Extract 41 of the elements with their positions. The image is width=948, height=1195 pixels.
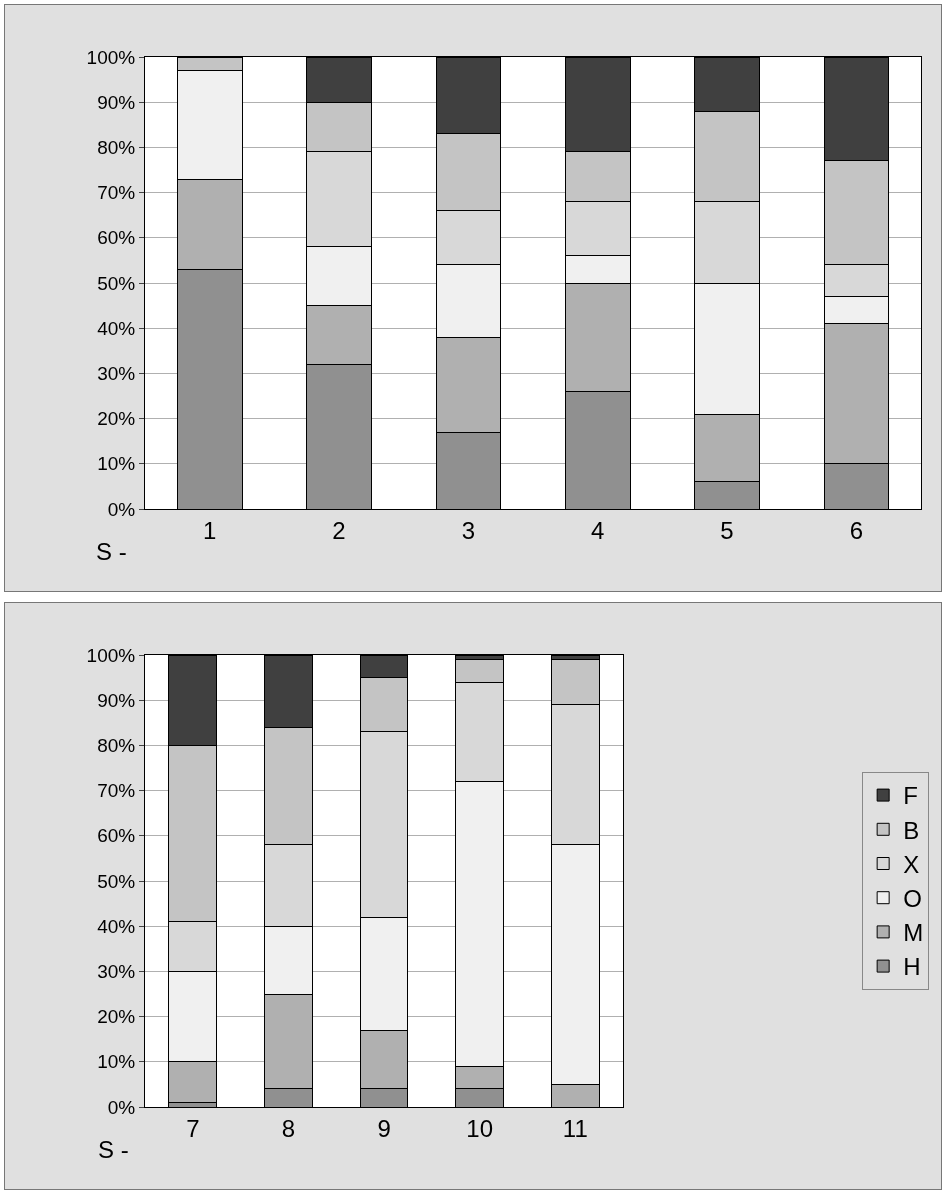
- x-tick-label: 8: [281, 1114, 296, 1142]
- x-tick-label: 10: [466, 1114, 494, 1142]
- x-tick-label: 5: [720, 516, 734, 544]
- y-tick-label: 40%: [97, 317, 136, 339]
- x-axis-title: S -: [98, 1136, 129, 1163]
- y-tick-label: 20%: [97, 1006, 136, 1028]
- x-tick-label: 2: [332, 516, 346, 544]
- legend-label: B: [903, 816, 920, 844]
- y-tick-label: 100%: [86, 644, 136, 666]
- y-tick-label: 60%: [97, 825, 136, 847]
- x-tick-label: 9: [377, 1114, 391, 1142]
- y-tick-label: 30%: [97, 363, 136, 385]
- x-tick-label: 7: [186, 1114, 200, 1142]
- y-tick-label: 10%: [97, 1051, 136, 1073]
- y-tick-label: 100%: [86, 46, 136, 68]
- y-tick-label: 80%: [97, 735, 136, 757]
- x-tick-label: 1: [202, 516, 217, 544]
- y-tick-label: 0%: [107, 1096, 136, 1118]
- legend-label: H: [903, 953, 921, 981]
- y-tick-label: 70%: [97, 780, 136, 802]
- x-tick-label: 3: [461, 516, 476, 544]
- y-tick-label: 60%: [97, 227, 136, 249]
- y-tick-label: 0%: [107, 498, 136, 520]
- y-tick-label: 80%: [97, 137, 136, 159]
- x-tick-label: 6: [849, 516, 864, 544]
- y-tick-label: 10%: [97, 453, 136, 475]
- y-tick-label: 50%: [97, 272, 136, 294]
- y-tick-label: 90%: [97, 91, 136, 113]
- x-tick-label: 11: [562, 1114, 588, 1142]
- legend-label: F: [903, 782, 918, 810]
- y-tick-label: 40%: [97, 915, 136, 937]
- y-tick-label: 30%: [97, 961, 136, 983]
- y-tick-label: 70%: [97, 182, 136, 204]
- y-tick-label: 90%: [97, 689, 136, 711]
- y-tick-label: 50%: [97, 870, 136, 892]
- legend-label: O: [903, 885, 922, 913]
- legend-label: X: [903, 850, 920, 878]
- x-tick-label: 4: [590, 516, 605, 544]
- legend-label: M: [903, 919, 924, 947]
- y-tick-label: 20%: [97, 408, 136, 430]
- x-axis-title: S -: [96, 538, 127, 565]
